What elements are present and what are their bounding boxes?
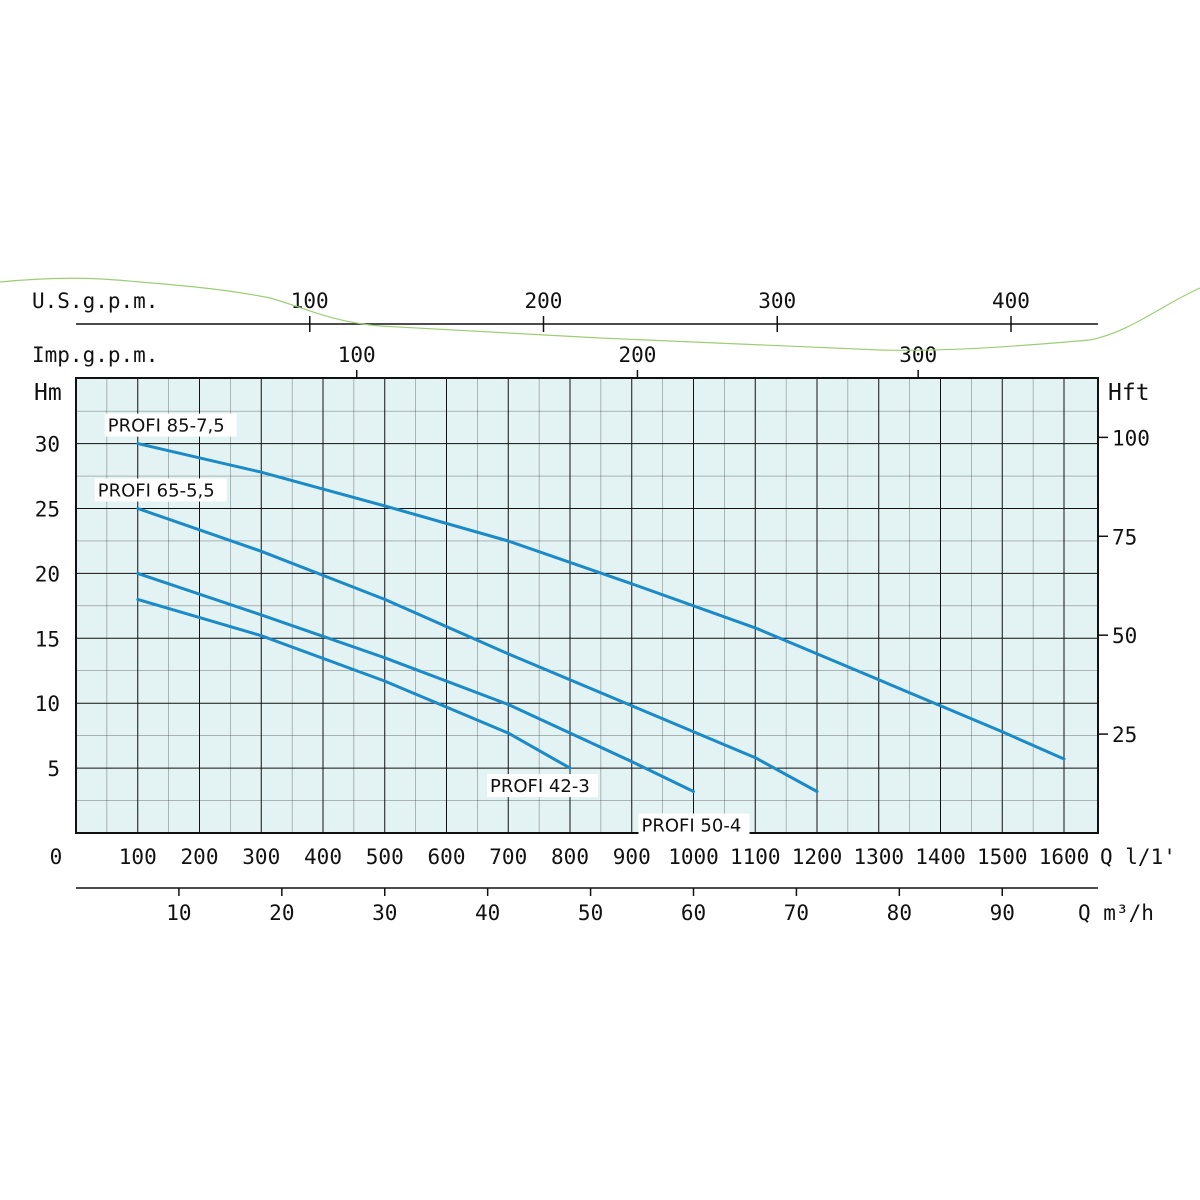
- m3h-tick-label: 20: [269, 901, 294, 925]
- flow-m3h-axis-label: Q m³/h: [1078, 901, 1154, 925]
- flow-m3h-axis-ticks: 10 20 30 40 50 60 70 80 90: [166, 888, 1015, 925]
- left-tick-label: 5: [47, 757, 60, 781]
- flow-lpm-tick-label: 600: [428, 845, 466, 869]
- flow-lpm-tick-label: 1600: [1039, 845, 1090, 869]
- flow-lpm-tick-label: 1000: [668, 845, 719, 869]
- m3h-tick-label: 50: [578, 901, 603, 925]
- imp-gpm-axis-label: Imp.g.p.m.: [32, 343, 158, 367]
- impgpm-tick-label: 200: [618, 343, 656, 367]
- left-tick-label: 10: [35, 692, 60, 716]
- right-tick-label: 75: [1112, 525, 1137, 549]
- flow-lpm-tick-label: 1100: [730, 845, 781, 869]
- flow-lpm-tick-label: 1500: [977, 845, 1028, 869]
- m3h-tick-label: 30: [372, 901, 397, 925]
- flow-lpm-tick-label: 700: [489, 845, 527, 869]
- left-tick-label: 15: [35, 627, 60, 651]
- curve-label-bg: [104, 413, 237, 437]
- flow-lpm-axis-label: Q l/1': [1100, 845, 1176, 869]
- decorative-green-line: [0, 277, 1200, 351]
- plot-frame: [75, 377, 1099, 834]
- right-tick-label: 100: [1112, 426, 1150, 450]
- usgpm-tick-label: 300: [758, 289, 796, 313]
- impgpm-tick-label: 100: [338, 343, 376, 367]
- minor-grid: [76, 378, 1098, 833]
- curve-profi-50-4: [136, 571, 695, 793]
- right-tick-label: 25: [1112, 723, 1137, 747]
- us-gpm-axis-ticks: 100 200 300 400: [291, 289, 1030, 332]
- left-tick-label: 30: [35, 433, 60, 457]
- left-tick-label: 20: [35, 562, 60, 586]
- flow-lpm-tick-label: 100: [119, 845, 157, 869]
- flow-lpm-tick-label: 500: [366, 845, 404, 869]
- curve-label: PROFI 42-3: [490, 776, 590, 797]
- curve-label-bg: [638, 813, 750, 837]
- curve-label: PROFI 65-5,5: [98, 481, 215, 502]
- m3h-tick-label: 60: [681, 901, 706, 925]
- flow-lpm-axis-ticks: 100 200 300 400 500 600 700 800 900 1000 1100 1200 1…: [119, 845, 1090, 869]
- m3h-tick-label: 70: [784, 901, 809, 925]
- pump-curves: PROFI 85-7,5 PROFI 65-5,5 PROFI 50-4 PROFI …: [94, 413, 1066, 837]
- flow-lpm-tick-label: 300: [242, 845, 280, 869]
- curve-profi-85-7-5: [136, 442, 1066, 761]
- curve-label-bg: [487, 774, 598, 798]
- m3h-tick-label: 90: [990, 901, 1015, 925]
- left-tick-label: 25: [35, 498, 60, 522]
- imp-gpm-axis-ticks: 100 200 300: [338, 343, 937, 378]
- usgpm-tick-label: 400: [992, 289, 1030, 313]
- m3h-tick-label: 40: [475, 901, 500, 925]
- impgpm-tick-label: 300: [899, 343, 937, 367]
- flow-lpm-tick-label: 400: [304, 845, 342, 869]
- m3h-tick-label: 10: [166, 901, 191, 925]
- plot-background: [76, 378, 1098, 833]
- right-axis-label: Hft: [1108, 380, 1150, 406]
- major-grid: [76, 378, 1098, 833]
- us-gpm-axis-label: U.S.g.p.m.: [32, 289, 158, 313]
- curve-profi-42-3: [136, 597, 572, 770]
- bottom-zero-label: 0: [50, 845, 63, 869]
- curve-profi-65-5-5: [136, 507, 819, 793]
- curve-label-bg: [94, 478, 227, 502]
- flow-lpm-tick-label: 800: [551, 845, 589, 869]
- m3h-tick-label: 80: [887, 901, 912, 925]
- left-axis-ticks: 5 10 15 20 25 30: [35, 433, 60, 781]
- curve-label: PROFI 85-7,5: [108, 416, 225, 437]
- right-axis-ticks: 25 50 75 100: [1098, 426, 1150, 747]
- flow-lpm-tick-label: 200: [181, 845, 219, 869]
- left-axis-label: Hm: [34, 380, 62, 406]
- right-tick-label: 50: [1112, 624, 1137, 648]
- curve-label: PROFI 50-4: [642, 815, 742, 836]
- usgpm-tick-label: 200: [525, 289, 563, 313]
- flow-lpm-tick-label: 900: [613, 845, 651, 869]
- usgpm-tick-label: 100: [291, 289, 329, 313]
- flow-lpm-tick-label: 1400: [915, 845, 966, 869]
- flow-lpm-tick-label: 1200: [792, 845, 843, 869]
- flow-lpm-tick-label: 1300: [853, 845, 904, 869]
